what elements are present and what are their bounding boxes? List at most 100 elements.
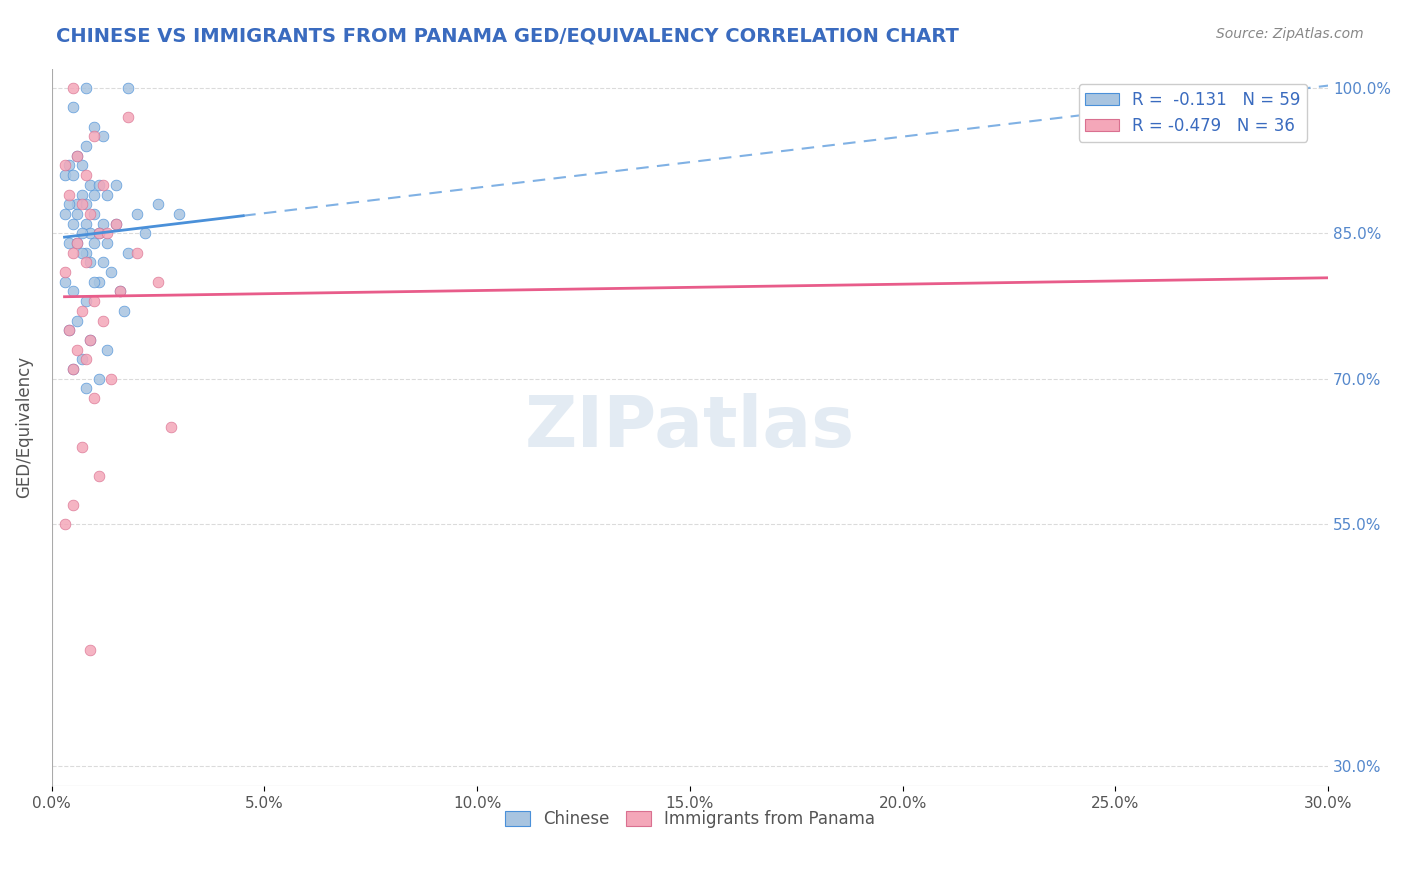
Point	[134, 227, 156, 241]
Point	[87, 468, 110, 483]
Point	[70, 158, 93, 172]
Point	[66, 235, 89, 250]
Point	[75, 139, 97, 153]
Point	[96, 235, 118, 250]
Point	[117, 245, 139, 260]
Point	[75, 217, 97, 231]
Point	[79, 227, 101, 241]
Point	[75, 255, 97, 269]
Point	[66, 235, 89, 250]
Point	[75, 294, 97, 309]
Point	[100, 265, 122, 279]
Point	[87, 372, 110, 386]
Point	[96, 227, 118, 241]
Point	[91, 313, 114, 327]
Point	[58, 187, 80, 202]
Point	[66, 149, 89, 163]
Point	[53, 207, 76, 221]
Point	[104, 217, 127, 231]
Point	[108, 285, 131, 299]
Point	[66, 313, 89, 327]
Point	[66, 343, 89, 357]
Legend: Chinese, Immigrants from Panama: Chinese, Immigrants from Panama	[498, 804, 882, 835]
Point	[83, 187, 105, 202]
Point	[62, 217, 84, 231]
Point	[75, 352, 97, 367]
Point	[62, 285, 84, 299]
Point	[62, 168, 84, 182]
Point	[79, 255, 101, 269]
Point	[125, 245, 148, 260]
Point	[87, 275, 110, 289]
Point	[96, 343, 118, 357]
Point	[62, 362, 84, 376]
Point	[75, 168, 97, 182]
Point	[58, 323, 80, 337]
Point	[117, 81, 139, 95]
Point	[83, 129, 105, 144]
Point	[66, 207, 89, 221]
Point	[112, 303, 135, 318]
Point	[83, 275, 105, 289]
Point	[146, 197, 169, 211]
Point	[70, 197, 93, 211]
Point	[70, 440, 93, 454]
Point	[75, 81, 97, 95]
Point	[75, 381, 97, 395]
Point	[53, 517, 76, 532]
Point	[96, 187, 118, 202]
Point	[53, 275, 76, 289]
Text: Source: ZipAtlas.com: Source: ZipAtlas.com	[1216, 27, 1364, 41]
Point	[53, 168, 76, 182]
Text: ZIPatlas: ZIPatlas	[524, 392, 855, 462]
Point	[169, 207, 191, 221]
Point	[66, 149, 89, 163]
Point	[83, 207, 105, 221]
Y-axis label: GED/Equivalency: GED/Equivalency	[15, 356, 32, 499]
Point	[87, 227, 110, 241]
Point	[58, 235, 80, 250]
Point	[53, 265, 76, 279]
Point	[83, 235, 105, 250]
Point	[91, 129, 114, 144]
Point	[160, 420, 183, 434]
Point	[104, 217, 127, 231]
Point	[83, 391, 105, 405]
Point	[75, 197, 97, 211]
Point	[62, 81, 84, 95]
Point	[83, 294, 105, 309]
Point	[62, 100, 84, 114]
Point	[62, 498, 84, 512]
Point	[79, 333, 101, 347]
Point	[125, 207, 148, 221]
Point	[104, 178, 127, 192]
Point	[146, 275, 169, 289]
Point	[70, 303, 93, 318]
Point	[66, 197, 89, 211]
Point	[79, 207, 101, 221]
Point	[62, 362, 84, 376]
Point	[83, 120, 105, 134]
Point	[100, 372, 122, 386]
Point	[62, 245, 84, 260]
Point	[58, 158, 80, 172]
Point	[58, 197, 80, 211]
Point	[79, 643, 101, 657]
Point	[87, 178, 110, 192]
Text: CHINESE VS IMMIGRANTS FROM PANAMA GED/EQUIVALENCY CORRELATION CHART: CHINESE VS IMMIGRANTS FROM PANAMA GED/EQ…	[56, 27, 959, 45]
Point	[79, 178, 101, 192]
Point	[91, 217, 114, 231]
Point	[70, 187, 93, 202]
Point	[108, 285, 131, 299]
Point	[91, 178, 114, 192]
Point	[58, 323, 80, 337]
Point	[70, 227, 93, 241]
Point	[117, 110, 139, 124]
Point	[70, 352, 93, 367]
Point	[91, 255, 114, 269]
Point	[87, 227, 110, 241]
Point	[70, 245, 93, 260]
Point	[79, 333, 101, 347]
Point	[75, 245, 97, 260]
Point	[53, 158, 76, 172]
